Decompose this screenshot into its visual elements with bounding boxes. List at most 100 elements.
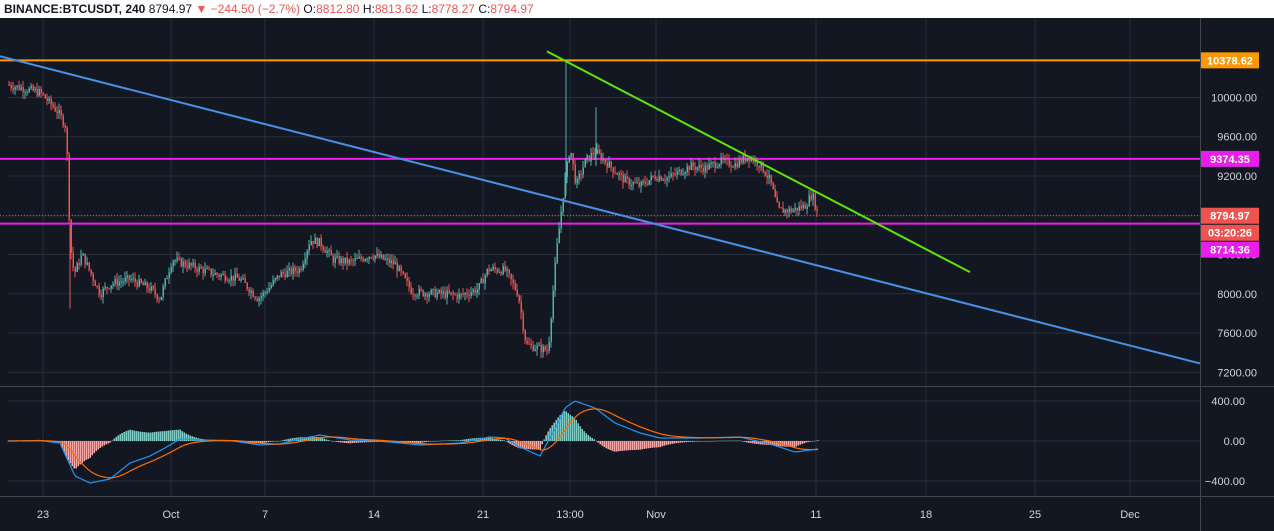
candle-body	[496, 269, 498, 273]
macd-histogram-bar	[87, 441, 89, 459]
macd-histogram-bar	[163, 431, 165, 441]
candle-body	[482, 278, 484, 284]
candle-body	[230, 275, 232, 281]
candle-body	[582, 167, 584, 175]
green-trend-line[interactable]	[546, 50, 971, 274]
candle-body	[310, 240, 312, 246]
candle-body	[120, 281, 122, 283]
last-price: 8794.97	[148, 2, 193, 16]
symbol-title[interactable]: BINANCE:BTCUSDT, 240	[4, 2, 146, 16]
candle-body	[628, 178, 630, 186]
macd-histogram-bar	[317, 437, 319, 441]
macd-histogram-bar	[625, 441, 627, 451]
candle-body	[222, 274, 224, 276]
candle-body	[170, 266, 172, 273]
candle-body	[252, 290, 254, 297]
high-label: H:	[362, 2, 375, 16]
candle-body	[294, 267, 296, 272]
candle-body	[404, 273, 406, 278]
candle-body	[562, 198, 564, 212]
candle-body	[684, 172, 686, 174]
candle-body	[184, 261, 186, 267]
candle-body	[468, 294, 470, 296]
candle-body	[716, 166, 718, 168]
candle-body	[662, 179, 664, 181]
candle-body	[512, 279, 514, 284]
candle-body	[88, 262, 90, 270]
macd-histogram-bar	[795, 441, 797, 447]
macd-histogram-bar	[541, 441, 543, 445]
candle-body	[266, 291, 268, 293]
candle-body	[316, 237, 318, 247]
macd-histogram-bar	[481, 437, 483, 441]
macd-histogram-bar	[161, 431, 163, 441]
candle-body	[366, 259, 368, 261]
candle-body	[794, 207, 796, 211]
macd-histogram-bar	[649, 441, 651, 449]
candle-body	[162, 286, 164, 297]
candle-body	[596, 149, 598, 154]
macd-tick-label: 0.00	[1224, 436, 1245, 448]
candle-body	[168, 272, 170, 279]
price-chart[interactable]: 10000.009600.009200.008800.008400.008000…	[0, 18, 1274, 531]
macd-histogram-bar	[451, 440, 453, 441]
candle-body	[158, 299, 160, 301]
candle-body	[84, 253, 86, 265]
candle-body	[196, 269, 198, 272]
blue-trend-line[interactable]	[0, 55, 1201, 365]
candle-body	[194, 262, 196, 270]
candle-body	[736, 163, 738, 168]
candle-body	[436, 292, 438, 298]
macd-histogram-bar	[717, 440, 719, 442]
price-tick-label: 9600.00	[1217, 132, 1257, 144]
price-labels: 10378.62 9374.35 8794.97 03:20:26 8714.36	[1201, 52, 1259, 258]
candle-body	[114, 279, 116, 284]
candle-body	[632, 182, 634, 185]
macd-histogram-bar	[563, 411, 565, 441]
candle-body	[694, 166, 696, 170]
candle-body	[328, 250, 330, 252]
candle-body	[346, 257, 348, 264]
candle-body	[54, 107, 56, 112]
macd-histogram-bar	[531, 441, 533, 450]
macd-histogram-bar	[719, 440, 721, 442]
candle-body	[444, 291, 446, 298]
candle-body	[466, 293, 468, 295]
high-value: 8813.62	[374, 2, 419, 16]
candle-body	[142, 282, 144, 286]
candle-body	[590, 153, 592, 161]
macd-histogram-bar	[589, 436, 591, 441]
candle-body	[660, 176, 662, 181]
candle-body	[500, 272, 502, 275]
macd-histogram-bar	[677, 441, 679, 443]
horizontal-levels[interactable]	[0, 59, 1200, 225]
macd-histogram-bar	[261, 441, 263, 444]
candle-body	[274, 278, 276, 281]
candle-body	[318, 238, 320, 247]
candle-body	[502, 266, 504, 275]
macd-histogram-bar	[93, 441, 95, 454]
macd-histogram-bar	[733, 440, 735, 442]
candle-body	[526, 340, 528, 344]
macd-histogram-bar	[645, 441, 647, 449]
candle-body	[16, 85, 18, 88]
macd-histogram-bar	[267, 441, 269, 443]
macd-histogram-bar	[715, 440, 717, 442]
macd-histogram-bar	[671, 441, 673, 444]
price-tick-label: 8000.00	[1217, 289, 1257, 301]
macd-histogram-bar	[659, 441, 661, 448]
trend-lines[interactable]	[0, 50, 1201, 365]
candle-body	[14, 87, 16, 90]
macd-histogram-bar	[157, 431, 159, 441]
candle-body	[320, 238, 322, 247]
macd-histogram-bar	[83, 441, 85, 462]
macd-histogram-bar	[411, 441, 413, 443]
macd-histogram-bar	[615, 441, 617, 452]
candle-body	[398, 266, 400, 272]
candle-body	[728, 158, 730, 166]
candle-body	[580, 174, 582, 176]
candle-body	[454, 294, 456, 296]
candle-body	[330, 250, 332, 256]
macd-histogram-bar	[517, 441, 519, 448]
candle-body	[312, 240, 314, 244]
